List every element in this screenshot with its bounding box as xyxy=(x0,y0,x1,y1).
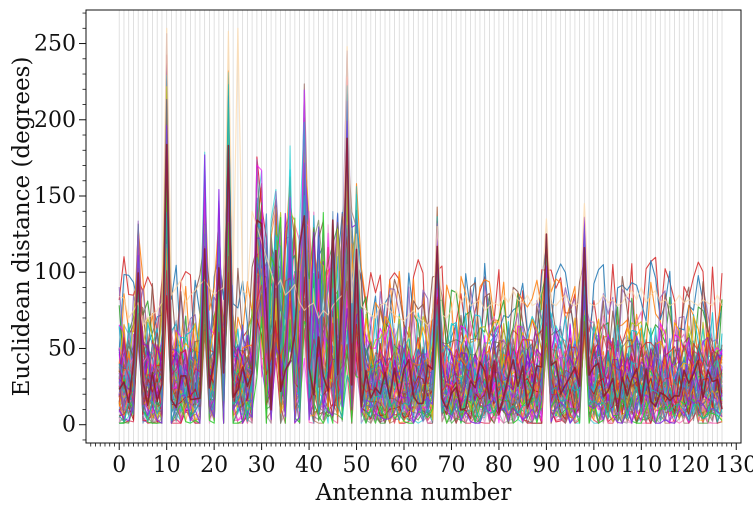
x-tick-label: 50 xyxy=(343,453,371,478)
x-tick-label: 20 xyxy=(200,453,228,478)
y-tick-label: 150 xyxy=(34,184,76,209)
x-tick-label: 110 xyxy=(620,453,662,478)
series-group xyxy=(118,27,723,424)
x-tick-label: 120 xyxy=(668,453,710,478)
x-tick-label: 40 xyxy=(295,453,323,478)
x-tick-label: 70 xyxy=(437,453,465,478)
x-tick-label: 0 xyxy=(112,453,126,478)
series-line xyxy=(118,212,723,416)
x-tick-label: 130 xyxy=(715,453,753,478)
x-tick-label: 90 xyxy=(532,453,560,478)
y-axis-label: Euclidean distance (degrees) xyxy=(9,57,35,397)
y-tick-label: 100 xyxy=(34,260,76,285)
x-tick-label: 60 xyxy=(390,453,418,478)
x-axis-label: Antenna number xyxy=(315,480,512,506)
y-tick-label: 0 xyxy=(62,413,76,438)
y-tick-label: 250 xyxy=(34,32,76,57)
series-line xyxy=(118,137,723,414)
y-tick-label: 50 xyxy=(48,336,76,361)
x-tick-label: 80 xyxy=(485,453,513,478)
x-tick-label: 10 xyxy=(153,453,181,478)
y-tick-label: 200 xyxy=(34,108,76,133)
x-tick-label: 30 xyxy=(248,453,276,478)
x-tick-label: 100 xyxy=(573,453,615,478)
